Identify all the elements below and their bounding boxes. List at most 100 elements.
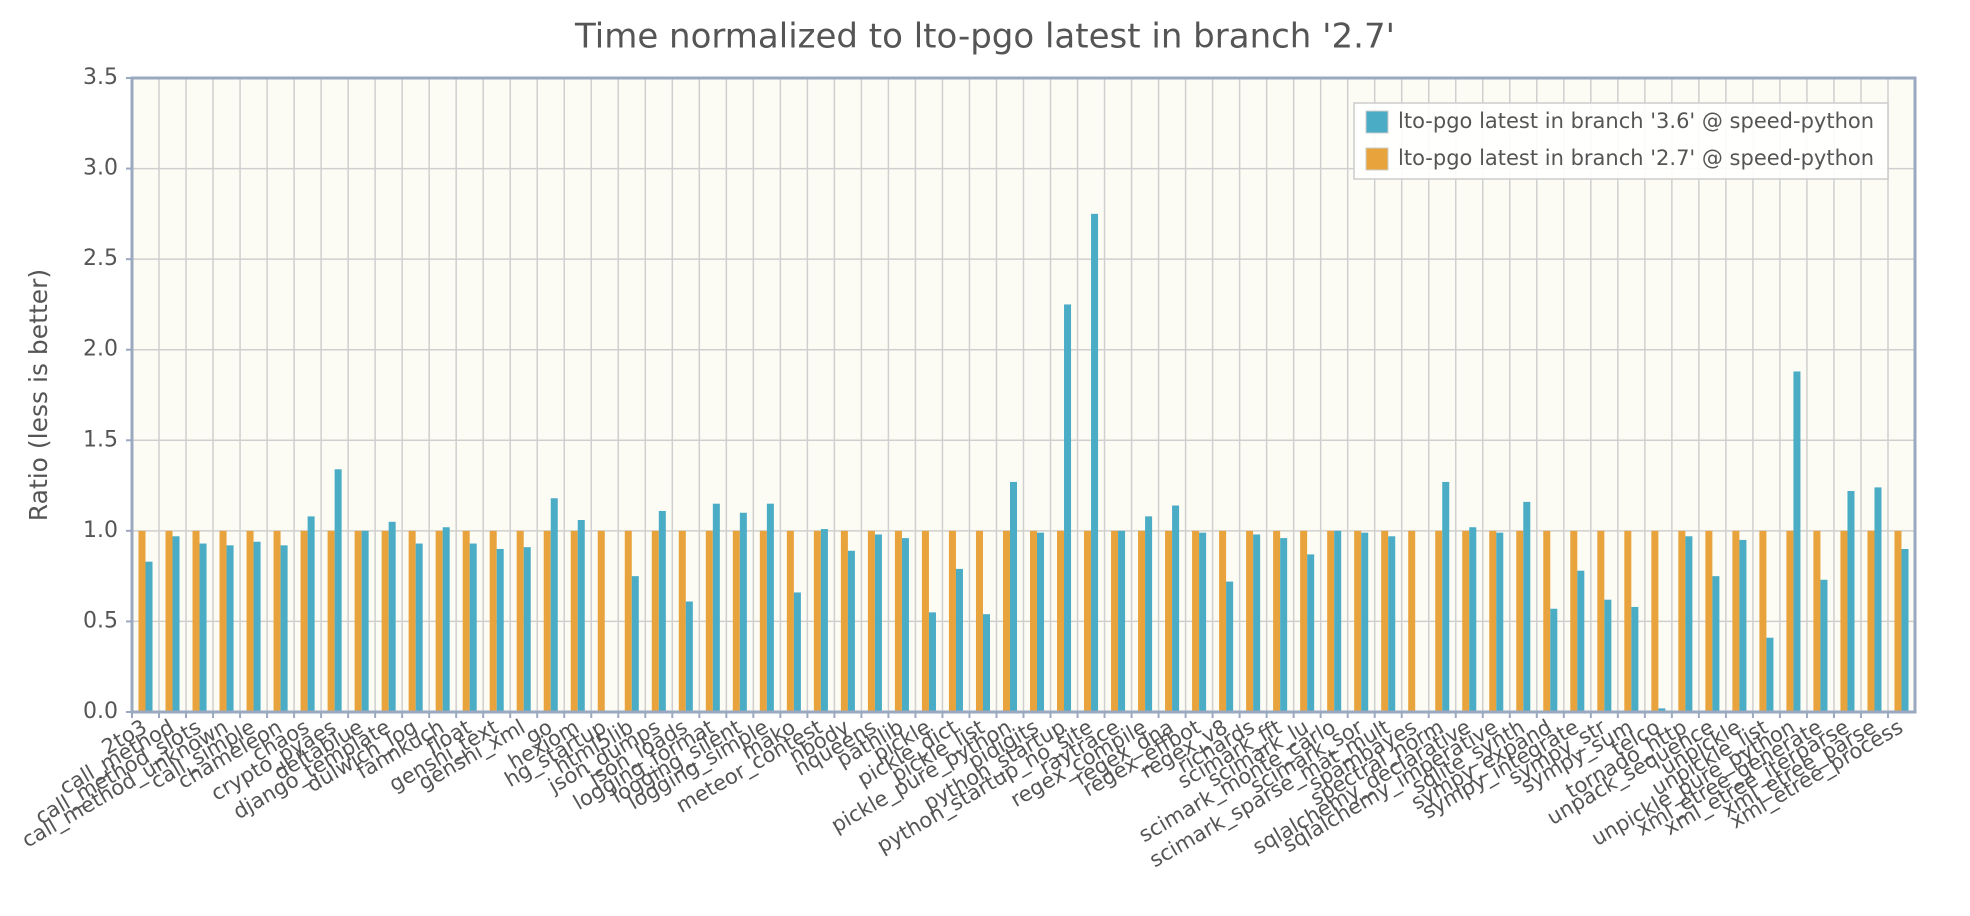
bar bbox=[138, 530, 146, 712]
bar bbox=[1840, 530, 1848, 712]
chart-title: Time normalized to lto-pgo latest in bra… bbox=[574, 17, 1395, 57]
bar bbox=[685, 601, 693, 712]
bar bbox=[651, 530, 659, 712]
y-tick-label: 1.5 bbox=[83, 427, 118, 452]
bar bbox=[1658, 708, 1666, 712]
bar bbox=[1705, 530, 1713, 712]
bar bbox=[786, 530, 794, 712]
bar bbox=[1786, 530, 1794, 712]
bar bbox=[759, 530, 767, 712]
bar bbox=[280, 545, 288, 712]
bar bbox=[570, 530, 578, 712]
bar bbox=[1901, 548, 1909, 712]
bar bbox=[1469, 527, 1477, 712]
bar bbox=[388, 521, 396, 712]
bar bbox=[192, 530, 200, 712]
bar bbox=[1300, 530, 1308, 712]
y-tick-label: 0.0 bbox=[83, 699, 118, 724]
legend-label[interactable]: lto-pgo latest in branch '3.6' @ speed-p… bbox=[1398, 109, 1874, 133]
bar bbox=[847, 550, 855, 712]
bar bbox=[516, 530, 524, 712]
bar bbox=[766, 503, 774, 712]
bar bbox=[948, 530, 956, 712]
bar bbox=[219, 530, 227, 712]
y-tick-label: 2.0 bbox=[83, 337, 118, 362]
bar bbox=[489, 530, 497, 712]
bar bbox=[1462, 530, 1470, 712]
bar bbox=[840, 530, 848, 712]
bar bbox=[732, 530, 740, 712]
bar bbox=[226, 545, 234, 712]
legend-swatch[interactable] bbox=[1365, 147, 1389, 171]
bar bbox=[1739, 539, 1747, 712]
bar bbox=[1145, 516, 1153, 712]
bar bbox=[1577, 570, 1585, 712]
bar bbox=[1199, 532, 1207, 712]
bar bbox=[1442, 481, 1450, 712]
bar bbox=[1685, 536, 1693, 712]
bar bbox=[577, 519, 585, 712]
bar bbox=[1813, 530, 1821, 712]
bar bbox=[982, 614, 991, 712]
bar bbox=[1732, 530, 1740, 712]
bar bbox=[1138, 530, 1146, 712]
bar bbox=[678, 530, 686, 712]
bar bbox=[1604, 599, 1612, 712]
bar bbox=[381, 530, 389, 712]
bar bbox=[955, 568, 963, 712]
bar bbox=[415, 543, 423, 712]
y-tick-label: 3.5 bbox=[83, 65, 118, 90]
bar bbox=[1820, 579, 1828, 712]
bar bbox=[1570, 530, 1578, 712]
bar bbox=[145, 561, 153, 712]
y-tick-label: 2.5 bbox=[83, 246, 118, 271]
bar bbox=[1280, 538, 1288, 712]
bar bbox=[1388, 536, 1396, 712]
bar bbox=[1516, 530, 1524, 712]
bar bbox=[334, 469, 342, 712]
bar bbox=[1894, 530, 1902, 712]
bar bbox=[1624, 530, 1632, 712]
bar bbox=[928, 612, 936, 712]
bar bbox=[1489, 530, 1497, 712]
legend-label[interactable]: lto-pgo latest in branch '2.7' @ speed-p… bbox=[1398, 146, 1874, 170]
bar bbox=[165, 530, 173, 712]
bar bbox=[469, 543, 477, 712]
bar bbox=[658, 510, 666, 712]
bar bbox=[1118, 530, 1126, 712]
bar bbox=[712, 503, 720, 712]
bar bbox=[408, 530, 416, 712]
bar bbox=[1084, 530, 1092, 712]
bar bbox=[1273, 530, 1281, 712]
bar bbox=[1226, 581, 1234, 712]
bar bbox=[1543, 530, 1551, 712]
bar bbox=[1631, 606, 1639, 712]
bar bbox=[1111, 530, 1119, 712]
bar bbox=[300, 530, 308, 712]
bar bbox=[1354, 530, 1362, 712]
bar bbox=[921, 530, 929, 712]
bar bbox=[793, 592, 801, 712]
bar bbox=[442, 527, 450, 712]
bar bbox=[1037, 532, 1045, 712]
plot-border bbox=[130, 76, 1917, 714]
bar bbox=[273, 530, 281, 712]
legend-swatch[interactable] bbox=[1365, 110, 1389, 134]
y-tick-label: 3.0 bbox=[83, 156, 118, 181]
bar bbox=[327, 530, 335, 712]
bar bbox=[1165, 530, 1173, 712]
bar bbox=[597, 530, 605, 712]
bar bbox=[253, 541, 261, 712]
bar bbox=[1056, 530, 1065, 712]
bar bbox=[1759, 530, 1767, 712]
bar bbox=[894, 530, 902, 712]
bar bbox=[543, 530, 551, 712]
bar bbox=[550, 498, 558, 712]
bar bbox=[496, 548, 504, 712]
bar bbox=[199, 543, 207, 712]
bar bbox=[1361, 532, 1369, 712]
bar bbox=[975, 530, 983, 712]
y-tick-label: 1.0 bbox=[83, 518, 118, 543]
bar bbox=[1246, 530, 1254, 712]
bar bbox=[462, 530, 470, 712]
